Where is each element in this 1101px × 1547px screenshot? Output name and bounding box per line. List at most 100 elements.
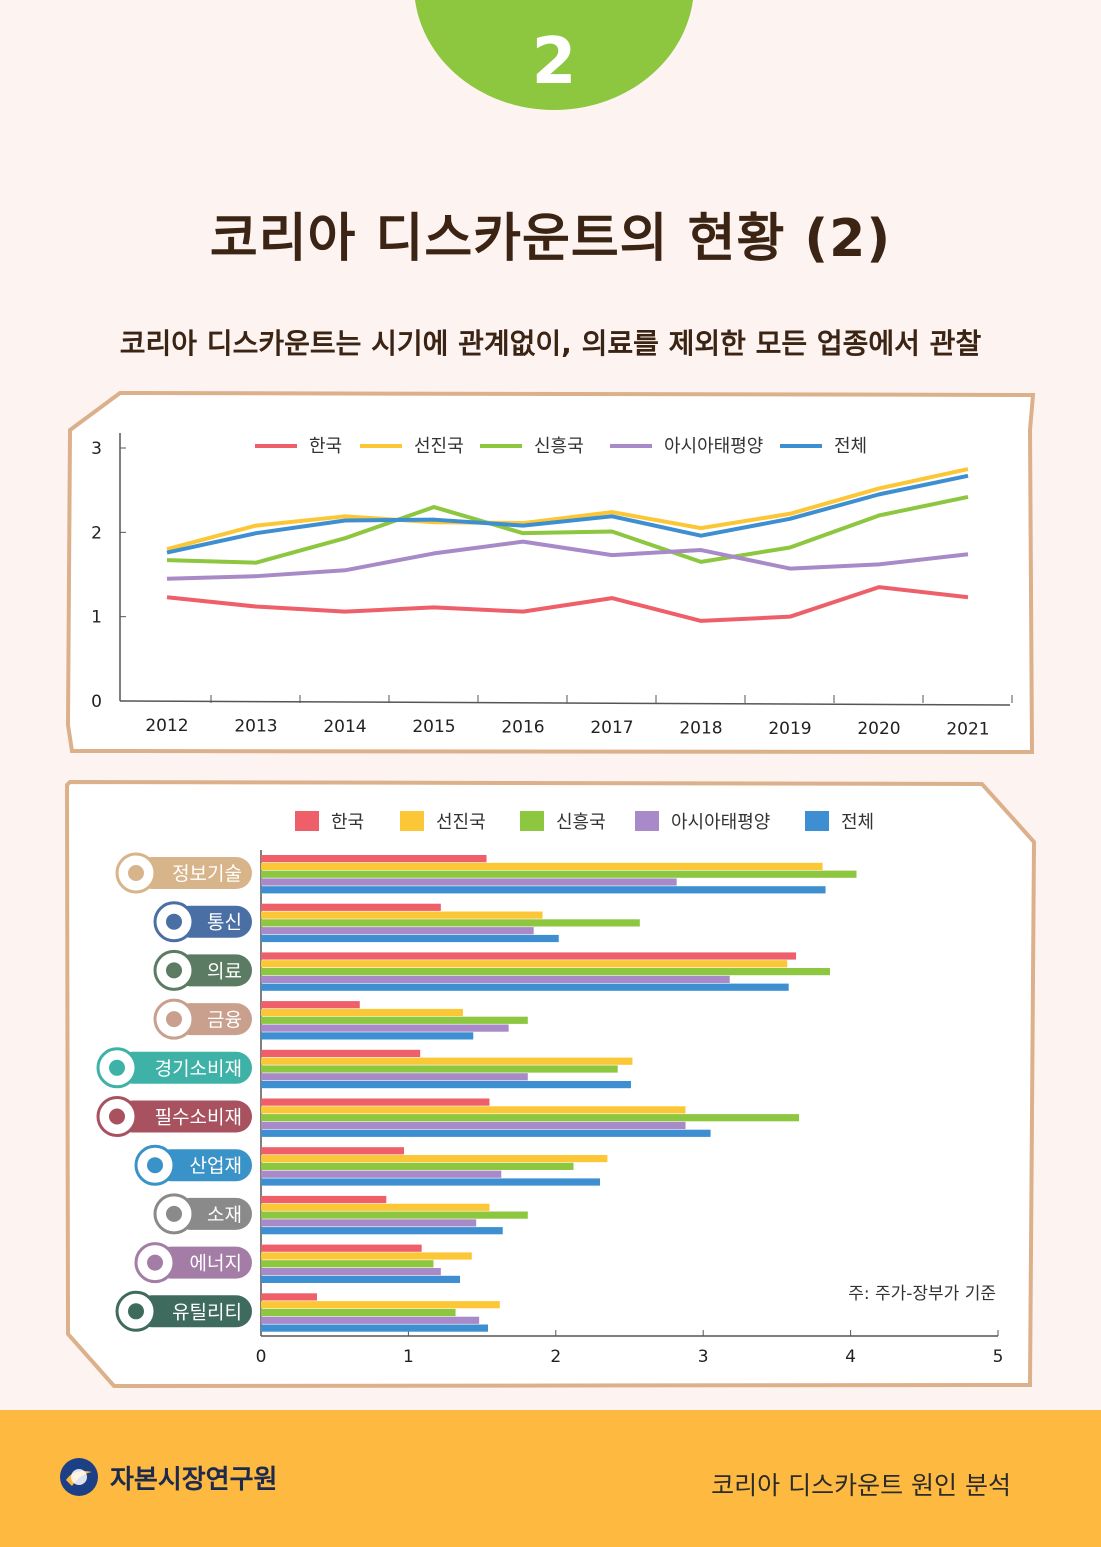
bar-2-2 [261,968,830,976]
bar-8-4 [261,1275,460,1283]
bar-3-4 [261,1032,474,1040]
network-icon-glyph [128,865,144,881]
bar-6-3 [261,1170,502,1178]
gear-icon-glyph [166,1205,182,1222]
x-tick-label: 2013 [234,716,277,736]
legend-label: 신흥국 [556,812,606,833]
category-label: 소재 [207,1204,242,1226]
bar-1-4 [261,934,559,943]
bar-4-0 [261,1049,421,1057]
bar-6-0 [261,1147,404,1155]
signal-icon-glyph [166,913,182,930]
bar-5-0 [261,1098,490,1106]
legend-label: 선진국 [436,812,486,833]
page-subtitle: 코리아 디스카운트는 시기에 관계없이, 의료를 제외한 모든 업종에서 관찰 [119,327,982,360]
legend-swatch [520,811,544,831]
category-pill [174,905,252,938]
bar-5-1 [261,1106,686,1114]
page-title: 코리아 디스카운트의 현황 (2) [209,209,892,269]
x-tick-label: 2012 [145,716,188,736]
category-label: 통신 [207,912,242,934]
bar-4-4 [261,1081,631,1089]
y-tick-label: 3 [91,439,102,459]
legend-label: 전체 [841,812,874,833]
bar-5-3 [261,1121,686,1130]
bar-5-2 [261,1114,800,1122]
bar-8-0 [261,1244,422,1252]
line-series-3 [166,539,969,581]
organization-name: 자본시장연구원 [110,1465,278,1495]
bar-2-4 [261,983,789,991]
category-pill [174,954,252,987]
category-pill [117,1051,252,1084]
box-icon-glyph [147,1157,163,1174]
report-title: 코리아 디스카운트 원인 분석 [711,1471,1011,1500]
legend-swatch [400,811,424,831]
footer [0,1410,1101,1547]
y-tick-label: 0 [91,692,102,712]
x-tick-label: 2016 [501,718,544,738]
bar-3-3 [261,1024,509,1032]
recycle-icon-glyph [128,1303,144,1320]
bar-8-3 [261,1268,441,1276]
bar-6-1 [261,1155,608,1163]
legend-label: 한국 [309,436,342,457]
bar-4-1 [261,1057,633,1065]
category-label: 산업재 [190,1155,242,1177]
category-label: 에너지 [190,1253,242,1275]
bar-8-1 [261,1252,472,1260]
bar-7-1 [261,1203,490,1211]
bar-7-4 [261,1227,503,1235]
bar-9-3 [261,1316,480,1324]
category-label: 유틸리티 [172,1301,242,1323]
category-label: 금융 [207,1009,242,1031]
x-tick-label: 2019 [768,719,811,739]
basket-icon-glyph [109,1108,125,1125]
bar-1-3 [261,927,534,935]
bar-7-3 [261,1219,477,1227]
kcmi-logo-icon [60,1458,98,1496]
x-tick-label: 4 [845,1347,856,1367]
legend-swatch [635,811,659,831]
bar-0-3 [261,878,677,886]
bar-3-1 [261,1008,463,1017]
category-pill [155,1246,252,1279]
bar-1-0 [261,903,441,911]
line-series-4 [166,473,969,555]
bar-4-3 [261,1073,528,1081]
category-label: 정보기술 [172,863,242,885]
x-tick-label: 5 [993,1347,1004,1367]
category-label: 경기소비재 [155,1058,242,1080]
category-pill [174,1197,252,1230]
legend-label: 선진국 [414,436,464,457]
x-tick-label: 2020 [857,719,900,739]
x-tick-label: 2014 [323,717,366,737]
x-tick-label: 0 [256,1347,267,1367]
category-label: 필수소비재 [155,1107,242,1129]
bar-7-2 [261,1211,528,1219]
line-series-0 [166,585,969,623]
x-tick-label: 2021 [946,720,989,740]
bar-0-1 [261,862,823,870]
bar-0-4 [261,886,826,894]
category-pill [155,1149,252,1182]
legend-swatch [295,811,319,831]
legend-label: 아시아태평양 [664,436,763,457]
coin-icon-glyph [166,1011,182,1028]
gift-icon-glyph [109,1059,125,1076]
bar-4-2 [261,1065,618,1073]
y-tick-label: 1 [91,608,102,628]
legend-label: 한국 [331,812,364,833]
line-series-1 [166,467,969,552]
category-pill [117,1100,252,1133]
bar-9-2 [261,1308,456,1317]
x-tick-label: 2015 [412,717,455,737]
legend-label: 전체 [834,436,867,457]
bar-7-0 [261,1195,387,1204]
category-pill [136,1295,252,1328]
chart-note: 주: 주가-장부가 기준 [848,1284,996,1304]
page-number: 2 [531,25,577,99]
bar-9-0 [261,1293,318,1301]
x-tick-label: 2017 [590,718,633,738]
